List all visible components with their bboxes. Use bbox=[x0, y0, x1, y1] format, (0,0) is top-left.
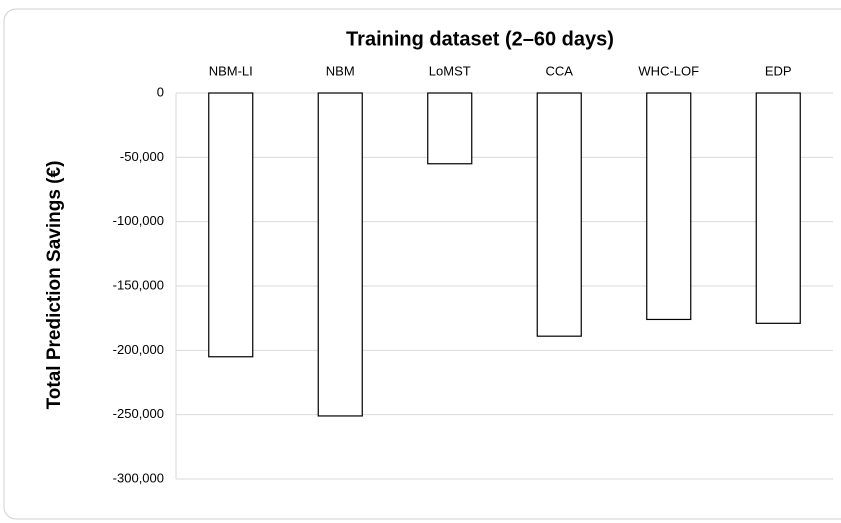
y-tick-label: -100,000 bbox=[113, 213, 164, 228]
x-tick-label: LoMST bbox=[429, 63, 471, 78]
bar bbox=[536, 92, 582, 337]
x-tick-label: NBM-LI bbox=[209, 63, 253, 78]
y-tick-label: -200,000 bbox=[113, 342, 164, 357]
y-tick-label: 0 bbox=[157, 84, 164, 99]
y-tick-label: -150,000 bbox=[113, 277, 164, 292]
y-tick-label: -50,000 bbox=[120, 149, 164, 164]
x-tick-label: NBM bbox=[326, 63, 355, 78]
chart-border bbox=[3, 8, 841, 520]
y-axis-label: Total Prediction Savings (€) bbox=[44, 161, 65, 410]
bar bbox=[427, 92, 473, 165]
bar bbox=[755, 92, 801, 324]
bar bbox=[646, 92, 692, 321]
y-tick-label: -300,000 bbox=[113, 470, 164, 485]
bar bbox=[208, 92, 254, 358]
x-tick-label: EDP bbox=[765, 63, 792, 78]
x-tick-label: WHC-LOF bbox=[638, 63, 699, 78]
x-tick-label: CCA bbox=[546, 63, 574, 78]
y-tick-label: -250,000 bbox=[113, 406, 164, 421]
bar bbox=[317, 92, 363, 417]
chart-title: Training dataset (2–60 days) bbox=[346, 28, 614, 50]
